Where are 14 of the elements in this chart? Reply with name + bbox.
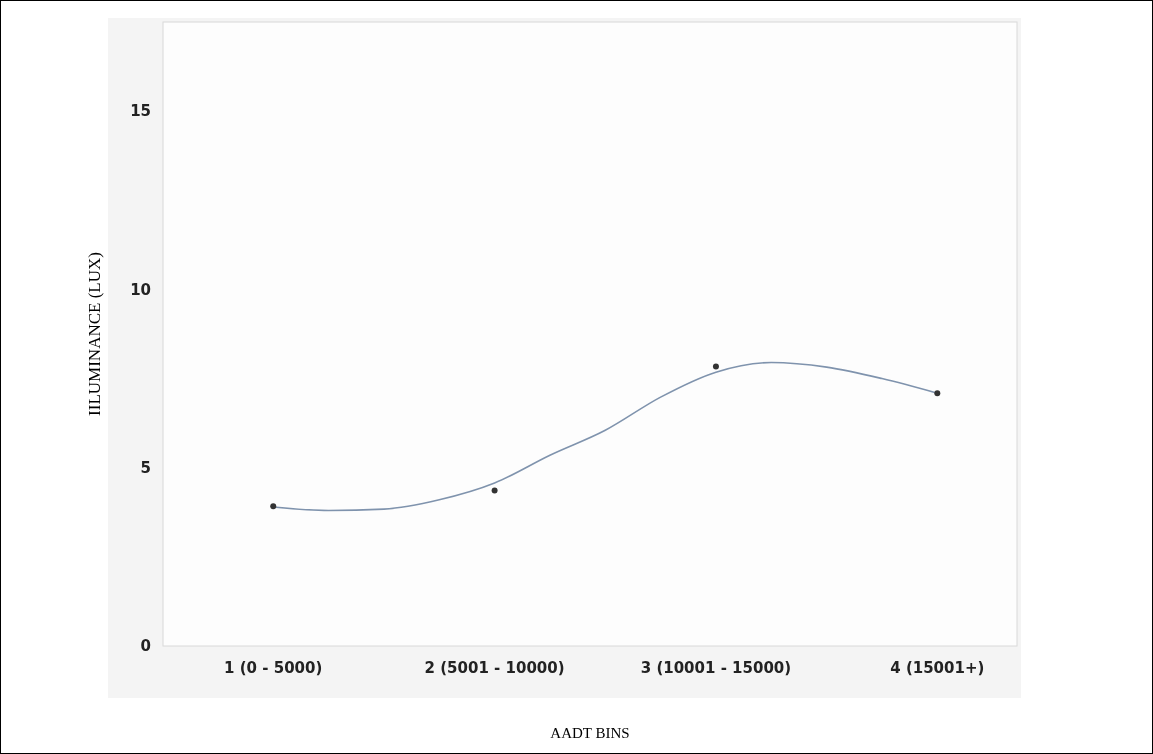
x-axis-title: AADT BINS [550, 725, 630, 741]
y-tick-label: 5 [140, 458, 151, 477]
point [491, 487, 498, 494]
y-tick-label: 0 [140, 637, 151, 656]
point [934, 390, 941, 397]
x-tick-label: 3 (10001 - 15000) [640, 659, 792, 677]
x-tick-label: 4 (15001+) [890, 659, 985, 677]
point [270, 503, 277, 510]
y-axis-title: IILUMINANCE (LUX) [85, 252, 104, 416]
point [712, 363, 719, 370]
y-tick-label: 15 [130, 102, 151, 121]
y-tick-label: 10 [130, 280, 151, 299]
x-tick-label: 2 (5001 - 10000) [424, 659, 565, 677]
x-tick-label: 1 (0 - 5000) [224, 659, 323, 677]
